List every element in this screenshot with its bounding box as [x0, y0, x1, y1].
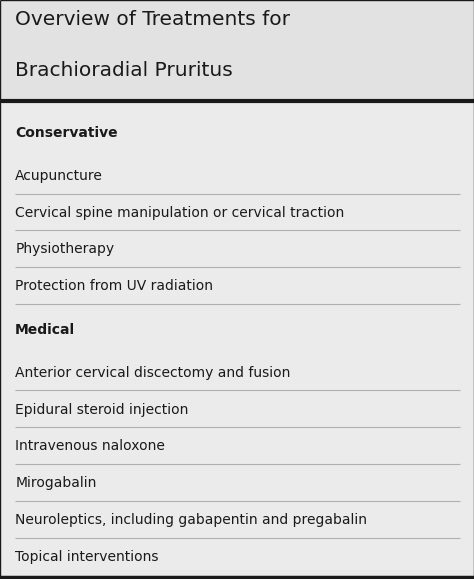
Text: Cervical spine manipulation or cervical traction: Cervical spine manipulation or cervical … [15, 206, 345, 219]
Text: Overview of Treatments for: Overview of Treatments for [15, 10, 290, 30]
Text: Topical interventions: Topical interventions [15, 549, 159, 564]
Text: Anterior cervical discectomy and fusion: Anterior cervical discectomy and fusion [15, 366, 291, 380]
Text: Mirogabalin: Mirogabalin [15, 476, 97, 490]
Bar [0, 0, 474, 101]
Text: Intravenous naloxone: Intravenous naloxone [15, 439, 165, 453]
Bar [0, 101, 474, 579]
Text: Conservative: Conservative [15, 126, 118, 140]
Text: Brachioradial Pruritus: Brachioradial Pruritus [15, 61, 233, 80]
Text: Protection from UV radiation: Protection from UV radiation [15, 279, 213, 294]
Text: Neuroleptics, including gabapentin and pregabalin: Neuroleptics, including gabapentin and p… [15, 513, 367, 527]
Text: Acupuncture: Acupuncture [15, 169, 103, 183]
Text: Physiotherapy: Physiotherapy [15, 243, 114, 256]
Text: Medical: Medical [15, 323, 75, 337]
Text: Epidural steroid injection: Epidural steroid injection [15, 402, 189, 416]
